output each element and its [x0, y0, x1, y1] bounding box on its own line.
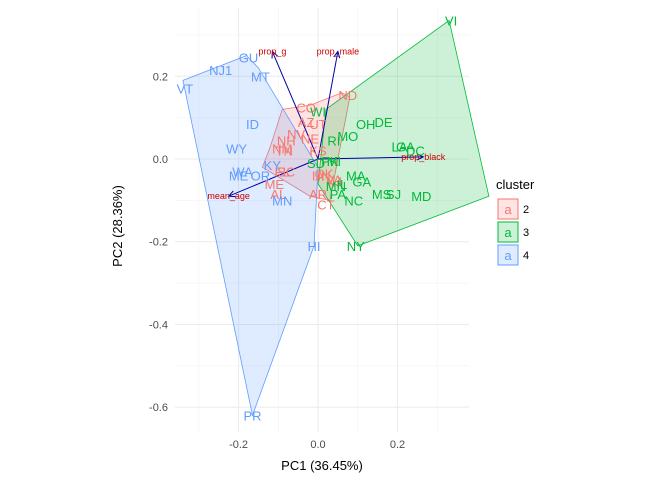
point-label: OK: [315, 166, 334, 181]
y-axis-title: PC2 (28.36%): [110, 185, 125, 267]
loading-label: prop_g: [258, 46, 286, 56]
point-label: CT: [317, 197, 334, 212]
point-label: AL: [270, 187, 286, 202]
point-label: IN: [317, 169, 330, 184]
y-tick-label: -0.6: [149, 402, 168, 414]
point-label: NE: [301, 131, 319, 146]
point-label: MT: [251, 69, 270, 84]
point-label: MA: [346, 169, 366, 184]
point-label: NH: [277, 133, 296, 148]
point-label: MO: [337, 129, 358, 144]
point-label: MD: [411, 189, 431, 204]
point-label: SC: [277, 164, 295, 179]
point-label: AR: [309, 187, 327, 202]
legend-label: 2: [523, 204, 529, 216]
point-label: HI: [308, 239, 321, 254]
point-label: AZ: [298, 115, 315, 130]
point-label: RI: [327, 133, 340, 148]
point-label: ME: [229, 169, 249, 184]
point-label: MN: [272, 193, 292, 208]
legend-label: 3: [523, 227, 529, 239]
loading-arrowhead: [271, 50, 278, 59]
x-tick-label: -0.2: [229, 439, 248, 451]
cluster-hull-3: [317, 19, 490, 247]
point-label: NJ: [326, 175, 342, 190]
loading-vectors: prop_g prop_male prop_black mean_age: [207, 46, 445, 201]
point-label: MI: [327, 154, 341, 169]
point-label: DC: [406, 144, 425, 159]
legend-label: 4: [523, 250, 529, 262]
point-label: LA: [392, 140, 408, 155]
point-label: KY: [264, 158, 282, 173]
point-label: NY: [347, 239, 365, 254]
legend: cluster a 2a 3a 4: [496, 177, 535, 266]
y-tick-label: 0.2: [153, 71, 168, 83]
x-tick-label: 0.0: [310, 439, 325, 451]
loading-arrow: [228, 158, 319, 197]
point-label: UT: [309, 117, 326, 132]
point-label: DE: [375, 115, 393, 130]
point-label: PK: [321, 154, 339, 169]
loading-arrow: [271, 51, 319, 160]
y-tick-label: 0.0: [153, 154, 168, 166]
point-label: FL: [275, 164, 290, 179]
legend-key: [497, 198, 519, 220]
point-label: MS: [372, 187, 392, 202]
y-tick-label: -0.4: [149, 319, 168, 331]
loading-arrowhead: [333, 50, 341, 59]
point-label: VA: [326, 173, 343, 188]
point-label: WY: [226, 142, 247, 157]
cluster-hull-4: [182, 55, 319, 417]
point-label: NJ1: [209, 63, 232, 78]
point-label: OR: [251, 169, 271, 184]
legend-title: cluster: [496, 177, 535, 192]
point-label: MN: [326, 179, 346, 194]
point-label: GU: [239, 51, 259, 66]
loading-label: prop_black: [401, 152, 446, 162]
point-label: NC: [344, 193, 363, 208]
point-label: SJ: [386, 187, 401, 202]
point-label: NV: [287, 127, 305, 142]
legend-key: [497, 244, 519, 266]
point-label: NM: [272, 142, 292, 157]
x-axis-title: PC1 (36.45%): [281, 458, 363, 473]
loading-label: mean_age: [207, 191, 250, 201]
point-label: SD: [307, 156, 325, 171]
point-label: IL: [336, 177, 347, 192]
y-tick-label: -0.2: [149, 237, 168, 249]
point-label: CO: [296, 100, 316, 115]
loading-arrow: [318, 156, 424, 160]
point-label: PA: [330, 187, 347, 202]
point-label: WA: [232, 164, 253, 179]
point-label: ND: [338, 88, 357, 103]
grid-lines: [175, 8, 469, 432]
axis-ticks: -0.2 0.0 0.2 -0.6 -0.4 -0.2 0.0 0.2: [149, 71, 405, 451]
point-label: WI: [310, 104, 326, 119]
legend-key-glyph: a: [504, 225, 512, 240]
loading-arrowhead: [416, 153, 425, 161]
loading-arrowhead: [227, 190, 236, 198]
legend-key-glyph: a: [504, 202, 512, 217]
loading-arrow: [317, 51, 339, 160]
point-label: TN: [276, 144, 293, 159]
point-label: PR: [243, 408, 261, 423]
point-label: IA: [312, 169, 325, 184]
loading-label: prop_male: [317, 46, 360, 56]
point-label: VI: [445, 13, 457, 28]
x-tick-label: 0.2: [390, 439, 405, 451]
point-label: OH: [356, 117, 376, 132]
point-label: VT: [177, 82, 194, 97]
point-label: ID: [246, 117, 259, 132]
point-label: GA: [352, 175, 371, 190]
point-label: GA: [396, 140, 415, 155]
point-label: ME: [265, 177, 285, 192]
point-label: KS: [309, 144, 327, 159]
legend-key-glyph: a: [504, 248, 512, 263]
legend-key: [497, 221, 519, 243]
